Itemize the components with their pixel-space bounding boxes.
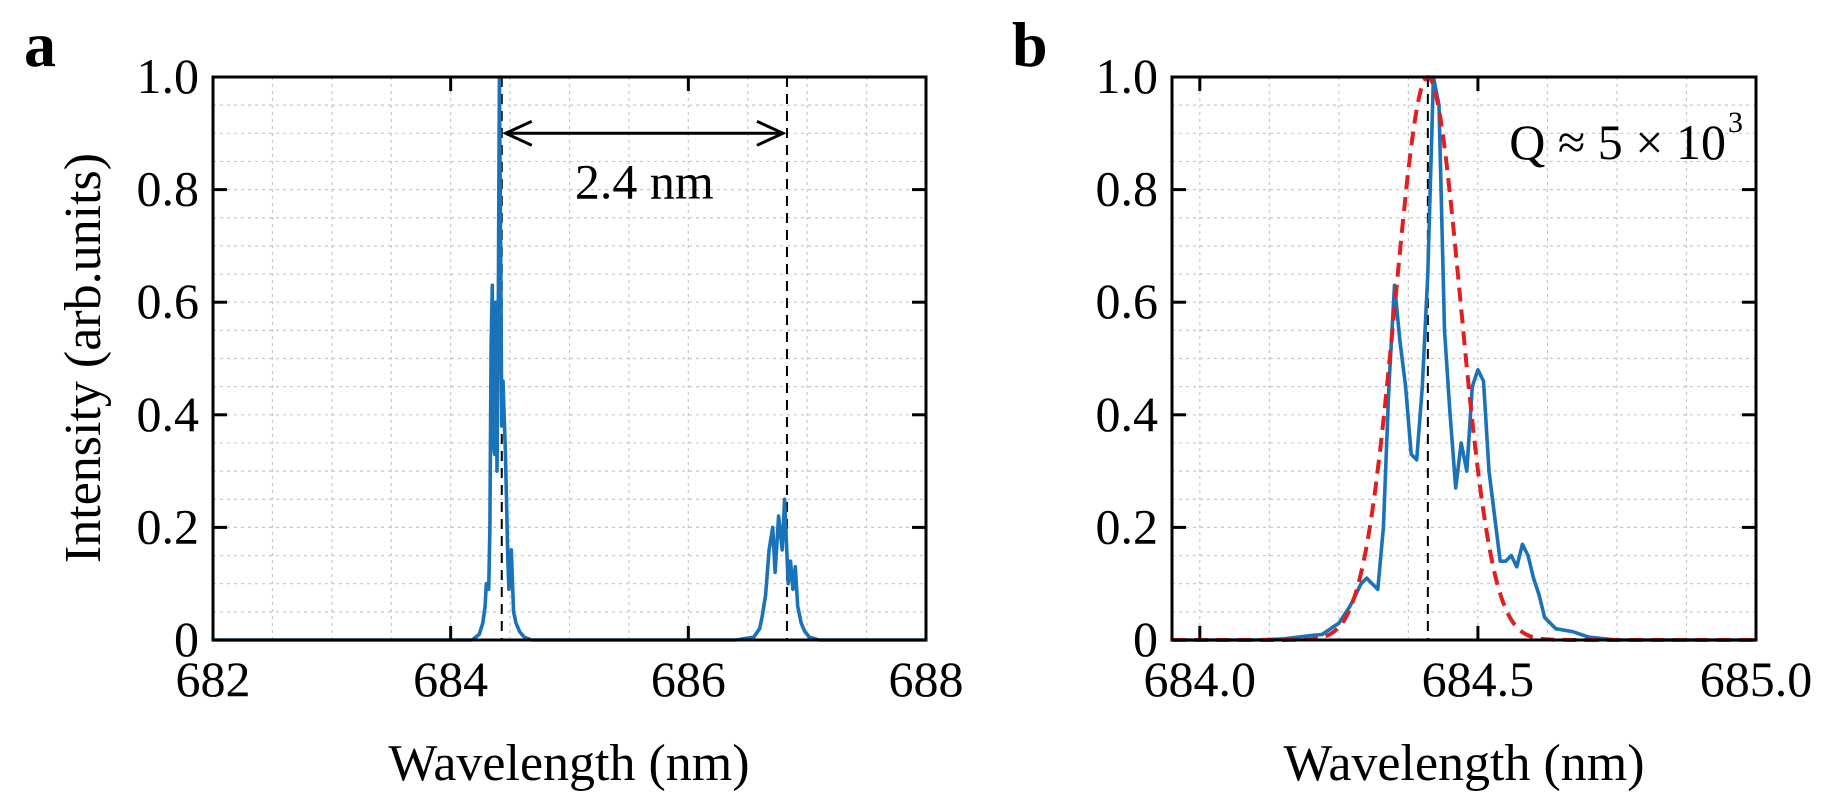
panel-b-xtick-label: 684.5 xyxy=(1422,651,1535,707)
panel-a-ytick-label: 1.0 xyxy=(137,48,200,104)
panel-b-q-factor-exponent: 3 xyxy=(1728,106,1743,139)
panel-b-frame xyxy=(1170,75,1758,642)
panel-a-annotation: 2.4 nm xyxy=(502,119,787,209)
panel-a-xtick-label: 688 xyxy=(889,651,964,707)
panel-a-arrow-head-right xyxy=(756,119,787,147)
panel-b-xtick-label: 684.0 xyxy=(1144,651,1257,707)
panel-a-letter: a xyxy=(24,9,56,80)
panel-b-ytick-label: 0.8 xyxy=(1096,161,1159,217)
panel-a-grid xyxy=(213,77,926,640)
panel-b-spectrum-line xyxy=(1172,75,1756,642)
panel-b-ytick-label: 0.2 xyxy=(1096,498,1159,554)
panel-a-series xyxy=(213,75,926,642)
panel-a-ytick-label: 0.8 xyxy=(137,161,200,217)
panel-b-ytick-label: 0 xyxy=(1133,611,1158,667)
panel-a-xtick-label: 686 xyxy=(651,651,726,707)
panel-b-annotation: Q ≈ 5 × 10 3 xyxy=(1509,106,1743,170)
panel-a-arrow-head-left xyxy=(502,119,533,147)
panel-a-span-label: 2.4 nm xyxy=(575,153,714,209)
panel-a-chart: 0 0.2 0.4 0.6 0.8 1.0 682 684 686 688 2.4 nm Wave… xyxy=(55,48,964,792)
panel-a-ytick-label: 0.4 xyxy=(137,386,200,442)
panel-a-ytick-label: 0 xyxy=(174,611,199,667)
panel-b-ytick-label: 0.6 xyxy=(1096,273,1159,329)
panel-a-xtick-label: 682 xyxy=(176,651,251,707)
panel-b-ytick-label: 1.0 xyxy=(1096,48,1159,104)
panel-a-ytick-label: 0.6 xyxy=(137,273,200,329)
panel-b-chart: 0 0.2 0.4 0.6 0.8 1.0 684.0 684.5 685.0 Q ≈ 5 × … xyxy=(1096,48,1813,792)
panel-a-xtick-label: 684 xyxy=(413,651,488,707)
panel-b-ticks: 0 0.2 0.4 0.6 0.8 1.0 684.0 684.5 685.0 xyxy=(1096,48,1813,707)
panel-b-letter: b xyxy=(1012,9,1048,80)
panel-b-xlabel: Wavelength (nm) xyxy=(1283,735,1644,792)
panel-a-ytick-label: 0.2 xyxy=(137,498,200,554)
panel-b-q-factor-label: Q ≈ 5 × 10 xyxy=(1509,114,1726,170)
panel-a-frame xyxy=(211,75,928,642)
panel-b-xtick-label: 685.0 xyxy=(1700,651,1813,707)
panel-a-ticks: 0 0.2 0.4 0.6 0.8 1.0 682 684 686 688 xyxy=(137,48,964,707)
panel-a-xlabel: Wavelength (nm) xyxy=(388,735,749,792)
panel-a-ylabel: Intensity (arb.units) xyxy=(55,153,112,563)
panel-b-ytick-label: 0.4 xyxy=(1096,386,1159,442)
panel-b-grid xyxy=(1172,77,1756,640)
panel-a-spectrum-line xyxy=(213,75,926,642)
